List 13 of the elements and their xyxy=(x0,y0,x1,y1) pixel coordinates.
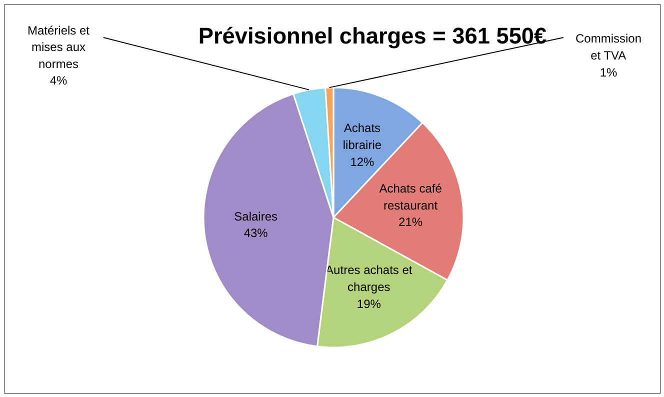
chart-title: Prévisionnel charges = 361 550€ xyxy=(198,22,548,48)
slice-label: Salaires xyxy=(234,209,278,224)
slice-label: Autres achats et charges xyxy=(326,263,413,294)
slice-label: Matériels et mises aux normes xyxy=(27,23,90,71)
data-label: 1% xyxy=(600,65,618,80)
data-label: 43% xyxy=(244,226,268,240)
data-label: 12% xyxy=(350,154,375,169)
data-label: 21% xyxy=(398,215,423,230)
slice-label: Achats librairie xyxy=(342,121,382,152)
data-label: 4% xyxy=(50,74,68,88)
slice-label: Commission et TVA xyxy=(575,32,642,62)
slice-label: Achats café restaurant xyxy=(379,182,442,212)
data-label: 19% xyxy=(356,296,382,311)
